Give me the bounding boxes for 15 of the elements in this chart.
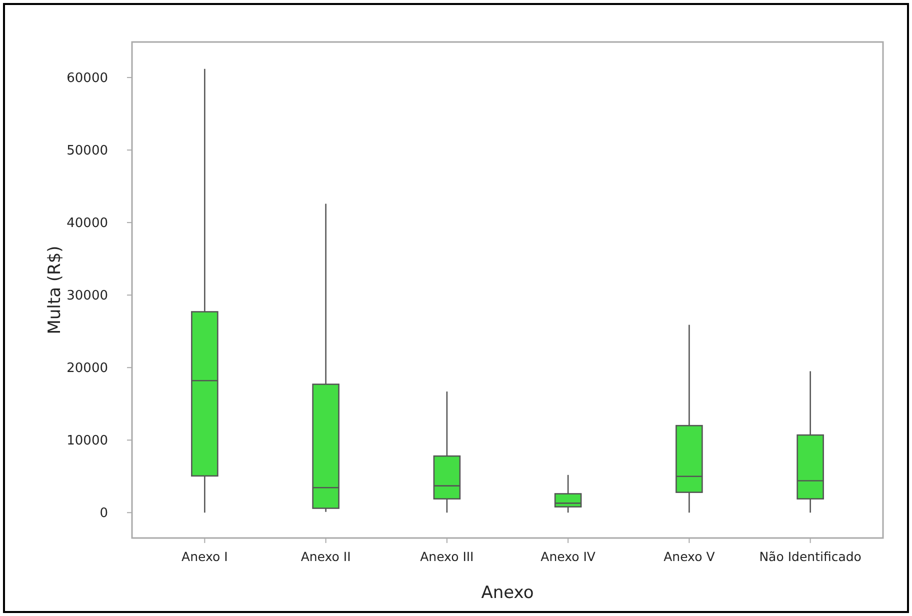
y-tick-label: 40000 <box>66 216 108 232</box>
x-axis-title: Anexo <box>481 583 534 603</box>
x-tick-label: Anexo III <box>420 549 474 564</box>
y-tick-label: 30000 <box>66 288 108 304</box>
x-tick-label: Anexo I <box>182 549 228 564</box>
y-tick-label: 50000 <box>66 144 108 159</box>
y-axis-title: Multa (R$) <box>45 246 65 334</box>
y-tick-label: 20000 <box>66 361 108 376</box>
y-tick-label: 60000 <box>66 71 108 86</box>
x-tick-label: Não Identificado <box>759 549 862 564</box>
x-tick-label: Anexo V <box>664 549 716 564</box>
x-tick-label: Anexo II <box>300 549 351 564</box>
x-tick-label: Anexo IV <box>540 549 596 564</box>
y-tick-label: 0 <box>100 506 108 522</box>
y-tick-label: 10000 <box>66 434 108 449</box>
